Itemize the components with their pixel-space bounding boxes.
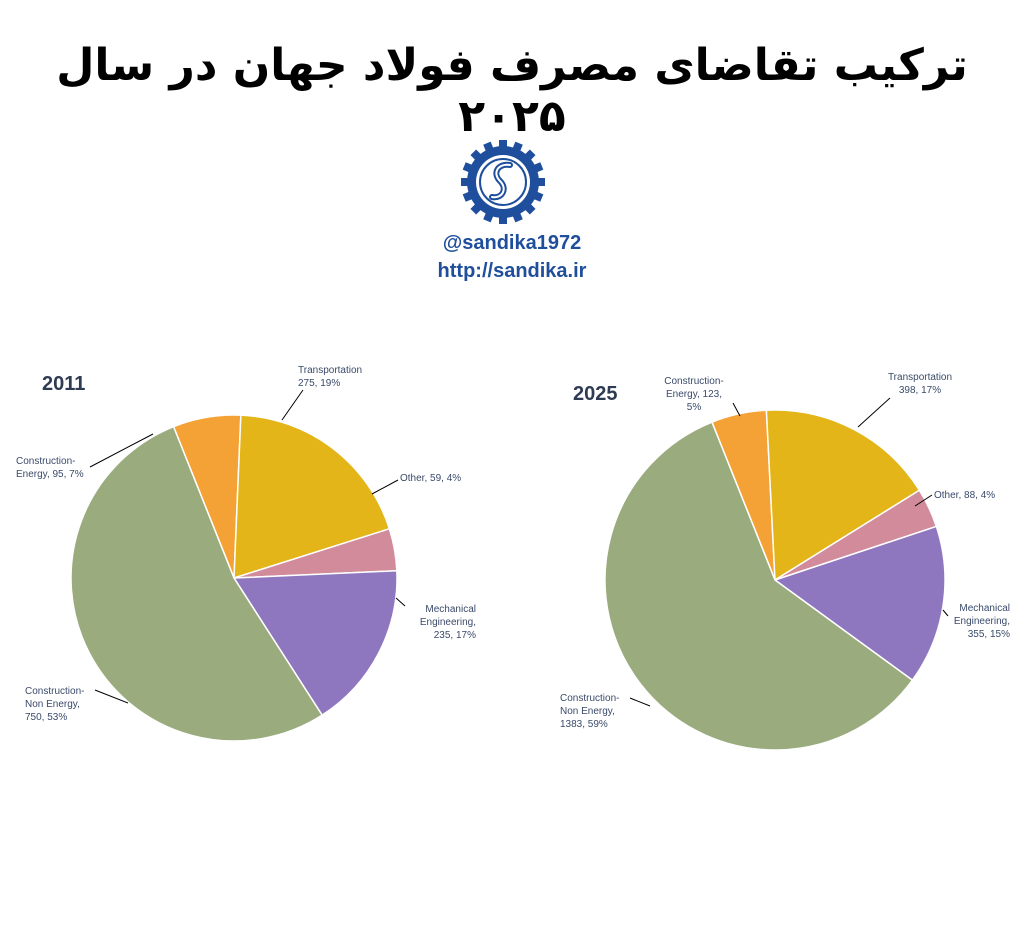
leader-line	[629, 697, 651, 707]
data-label-mechanical-engineering: Mechanical Engineering, 355, 15%	[954, 603, 1010, 640]
leader-line	[371, 479, 399, 495]
leader-line	[857, 397, 891, 428]
chart-title: 2011	[42, 373, 85, 395]
data-label-construction-energy: Construction-Energy, 123, 5%	[664, 376, 723, 413]
pie-slice-transportation	[765, 409, 921, 582]
data-label-other: Other, 88, 4%	[934, 490, 995, 501]
pie-chart-2011: 2011 Construction-Energy, 95, 7% Transport…	[16, 365, 476, 742]
page-title: ترکیب تقاضای مصرف فولاد جهان در سال ۲۰۲۵	[56, 40, 968, 142]
data-label-construction-non-energy: Construction-Non Energy, 750, 53%	[25, 686, 84, 723]
pie-slice-construction-non-energy	[604, 421, 914, 751]
pie-chart-2025: 2025 Construction-Energy, 123, 5% Transport…	[560, 372, 1010, 751]
leader-line	[395, 597, 406, 607]
pie-slice-transportation	[233, 414, 391, 580]
leader-line	[942, 609, 949, 617]
data-label-construction-energy: Construction-Energy, 95, 7%	[16, 456, 84, 480]
data-label-transportation: Transportation 398, 17%	[888, 372, 952, 396]
social-handle: @sandika1972	[442, 232, 582, 254]
leader-line	[732, 402, 741, 417]
data-label-construction-non-energy: Construction-Non Energy, 1383, 59%	[560, 693, 619, 730]
data-label-transportation: Transportation 275, 19%	[298, 365, 362, 389]
leader-line	[281, 389, 304, 421]
website-url[interactable]: http://sandika.ir	[437, 260, 587, 282]
chart-title: 2025	[573, 383, 618, 405]
data-label-other: Other, 59, 4%	[400, 473, 461, 484]
pie-slice-mechanical-engineering	[232, 569, 398, 717]
pie-slice-construction-non-energy	[70, 425, 324, 742]
data-label-mechanical-engineering: Mechanical Engineering, 235, 17%	[420, 604, 476, 641]
leader-line	[94, 689, 129, 704]
sandika-logo-icon	[461, 140, 545, 224]
leader-line	[914, 494, 933, 507]
leader-line	[89, 433, 154, 468]
pie-slice-mechanical-engineering	[773, 525, 946, 682]
